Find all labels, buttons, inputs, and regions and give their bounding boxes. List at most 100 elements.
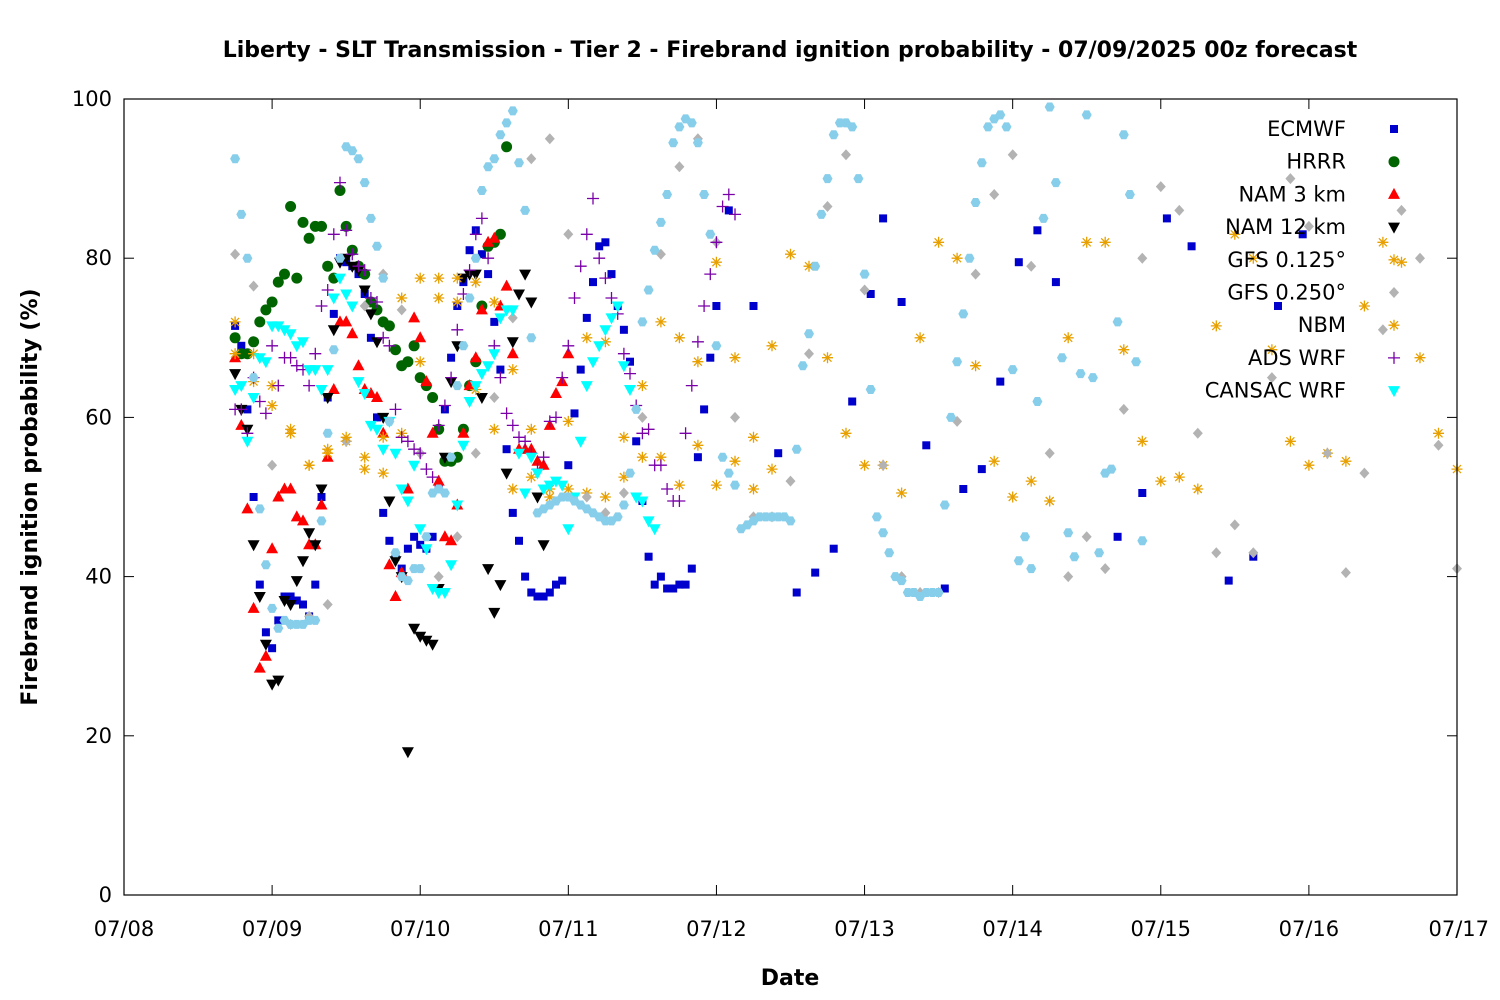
data-point-gfs-0-250	[1044, 447, 1055, 459]
data-point-ecmwf	[564, 461, 573, 470]
data-point-nbm	[488, 423, 501, 436]
data-point-cansac-wrf	[451, 500, 464, 512]
data-point-nam-3-km	[500, 279, 513, 291]
data-point-cansac-wrf	[408, 460, 421, 472]
data-point-unlabeled	[976, 158, 987, 168]
data-point-gfs-0-250	[1415, 252, 1425, 264]
data-point-hrrr	[501, 141, 513, 153]
data-point-ads-wrf	[438, 398, 452, 413]
data-point-cansac-wrf	[531, 468, 544, 480]
data-point-unlabeled	[828, 130, 839, 140]
data-point-unlabeled	[1124, 190, 1135, 199]
data-point-ads-wrf	[697, 299, 711, 313]
legend-marker-nam-12-km	[1388, 222, 1400, 234]
data-point-nbm	[340, 431, 353, 444]
legend: ECMWF HRRR NAM 3 km NAM 12 km GFS 0.125° GFS …	[1205, 117, 1401, 403]
data-point-unlabeled	[495, 130, 506, 140]
data-point-ads-wrf	[555, 370, 569, 385]
y-tick-label: 100	[72, 87, 112, 111]
data-point-cansac-wrf	[593, 341, 606, 353]
data-point-hrrr	[297, 216, 309, 228]
data-point-gfs-0-125	[1154, 474, 1167, 488]
data-point-ecmwf	[249, 493, 258, 501]
data-point-cansac-wrf	[488, 349, 501, 361]
data-point-unlabeled	[1063, 528, 1074, 538]
data-point-gfs-0-125	[932, 236, 945, 249]
data-point-ads-wrf	[314, 299, 329, 313]
data-point-hrrr	[291, 272, 303, 284]
data-point-ecmwf	[502, 445, 511, 454]
legend-label-nam-12-km: NAM 12 km	[1225, 215, 1346, 239]
data-point-gfs-0-250	[1229, 519, 1240, 531]
data-point-ecmwf	[848, 397, 857, 406]
data-point-gfs-0-250	[433, 571, 444, 583]
data-point-nam-3-km	[506, 347, 519, 359]
data-point-ecmwf	[607, 270, 616, 279]
data-point-ecmwf	[724, 206, 733, 215]
data-point-nam-12-km	[482, 564, 495, 576]
data-point-nam-12-km	[383, 496, 396, 508]
data-point-gfs-0-250	[1174, 204, 1185, 216]
data-point-nbm	[321, 447, 334, 460]
data-point-gfs-0-250	[526, 153, 537, 165]
data-point-nam-12-km	[488, 607, 501, 619]
x-tick-label: 07/15	[1131, 917, 1192, 941]
data-point-gfs-0-125	[1432, 427, 1445, 440]
data-point-nbm	[636, 451, 649, 464]
data-point-ads-wrf	[561, 339, 575, 353]
data-point-nam-12-km	[297, 556, 309, 568]
data-point-nam-3-km	[389, 590, 402, 601]
data-point-ecmwf	[977, 465, 986, 474]
data-point-gfs-0-125	[895, 486, 908, 500]
data-point-cansac-wrf	[420, 544, 433, 556]
data-point-unlabeled	[699, 190, 710, 199]
data-point-ecmwf	[403, 544, 412, 553]
plot-frame	[123, 98, 1458, 896]
data-point-cansac-wrf	[617, 361, 630, 373]
data-point-unlabeled	[353, 154, 364, 164]
data-point-gfs-0-125	[969, 359, 982, 372]
data-point-ecmwf	[447, 353, 456, 362]
data-point-unlabeled	[859, 269, 870, 279]
data-point-unlabeled	[1038, 213, 1049, 223]
data-point-cansac-wrf	[340, 289, 353, 301]
data-point-ecmwf	[329, 309, 338, 318]
data-point-ecmwf	[632, 437, 641, 446]
data-point-ecmwf	[410, 532, 419, 541]
data-point-ecmwf	[508, 508, 517, 517]
x-tick-label: 07/09	[242, 917, 303, 941]
data-point-ecmwf	[570, 409, 579, 418]
data-point-cansac-wrf	[259, 357, 272, 369]
data-point-ads-wrf	[271, 378, 285, 393]
data-point-cansac-wrf	[611, 301, 624, 313]
data-point-nam-3-km	[266, 542, 279, 554]
data-point-gfs-0-125	[913, 331, 927, 344]
data-point-gfs-0-125	[488, 295, 501, 309]
data-point-gfs-0-250	[1396, 204, 1407, 216]
data-point-gfs-0-250	[674, 161, 685, 173]
data-point-unlabeled	[711, 341, 722, 351]
data-point-unlabeled	[804, 329, 814, 339]
data-point-unlabeled	[260, 560, 271, 570]
data-point-nam-12-km	[494, 580, 507, 592]
data-point-gfs-0-250	[637, 411, 648, 423]
data-point-cansac-wrf	[401, 496, 414, 508]
data-point-unlabeled	[1081, 110, 1092, 120]
data-point-unlabeled	[501, 118, 512, 128]
data-point-gfs-0-250	[248, 280, 259, 292]
data-point-cansac-wrf	[377, 444, 390, 456]
data-point-unlabeled	[248, 373, 259, 383]
data-point-nam-12-km	[358, 285, 371, 297]
data-point-ecmwf	[829, 544, 838, 553]
data-point-gfs-0-125	[636, 379, 649, 392]
data-point-gfs-0-125	[1006, 490, 1019, 504]
data-point-hrrr	[279, 268, 290, 280]
data-point-nam-12-km	[525, 297, 538, 309]
data-point-ecmwf	[922, 441, 931, 450]
data-point-ecmwf	[385, 536, 394, 545]
data-point-ads-wrf	[574, 259, 588, 273]
data-point-cansac-wrf	[463, 397, 476, 408]
data-point-gfs-0-125	[1043, 494, 1056, 508]
data-point-ecmwf	[490, 317, 499, 326]
data-point-nam-3-km	[414, 331, 427, 343]
